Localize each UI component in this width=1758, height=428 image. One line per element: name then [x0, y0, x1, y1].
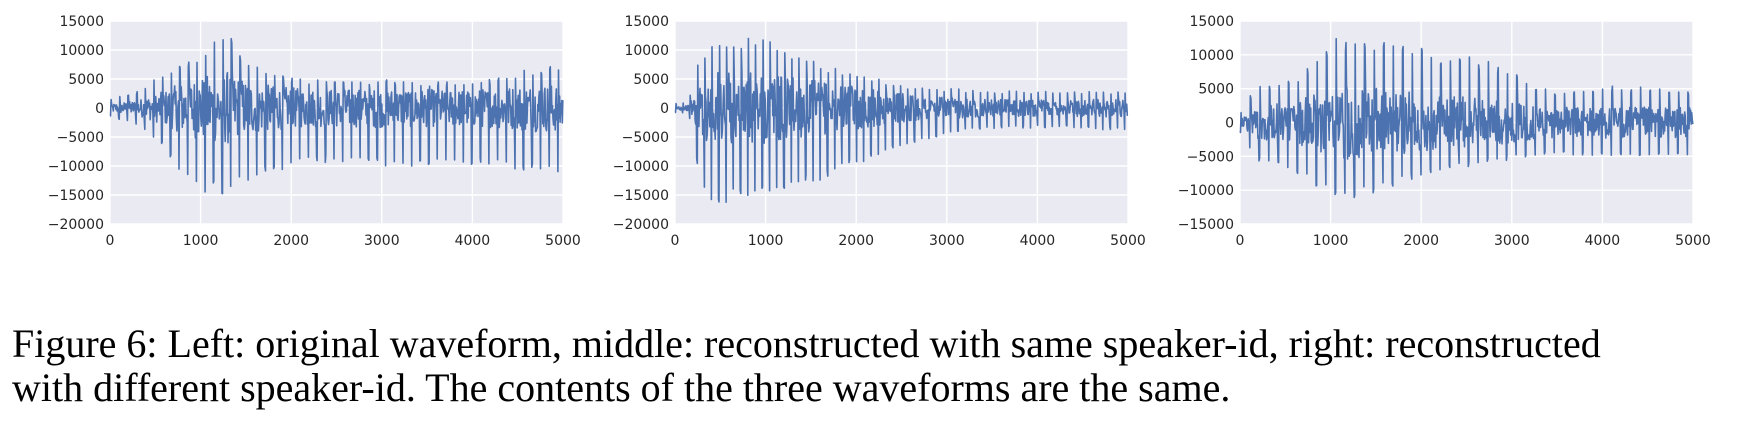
x-tick-label: 2000 [273, 233, 309, 249]
y-tick-label: 0 [1225, 116, 1234, 132]
x-tick-label: 1000 [183, 233, 219, 249]
x-tick-label: 4000 [455, 233, 491, 249]
waveform-chart-middle: 0 1000 2000 3000 4000 5000 −20000 −15000 −10000 −… [613, 14, 1146, 249]
y-tick-label: 5000 [68, 72, 104, 88]
y-tick-label: −10000 [613, 159, 669, 175]
waveform-series-line [674, 37, 1129, 203]
y-tick-label: −15000 [1178, 217, 1234, 233]
y-tick-label: −5000 [1187, 149, 1234, 165]
y-tick-label: 5000 [1198, 82, 1234, 98]
y-tick-label: −10000 [1178, 183, 1234, 199]
caption-line-1: Figure 6: Left: original waveform, middl… [12, 321, 1601, 366]
y-tick-label: −15000 [48, 188, 104, 204]
y-tick-label: 15000 [59, 14, 104, 30]
waveform-chart-right: 0 1000 2000 3000 4000 5000 −15000 −10000 −5000 0 5… [1178, 14, 1711, 249]
y-tick-label: −5000 [622, 130, 669, 146]
y-tick-label: 10000 [624, 43, 669, 59]
x-tick-label: 0 [671, 233, 680, 249]
x-tick-label: 4000 [1020, 233, 1056, 249]
x-tick-label: 3000 [364, 233, 400, 249]
y-tick-label: 0 [660, 101, 669, 117]
y-tick-label: −5000 [57, 130, 104, 146]
y-tick-label: 10000 [59, 43, 104, 59]
waveform-series-line [1239, 37, 1694, 199]
y-tick-label: −10000 [48, 159, 104, 175]
x-tick-label: 2000 [838, 233, 874, 249]
x-tick-label: 3000 [1494, 233, 1530, 249]
y-tick-label: 5000 [633, 72, 669, 88]
x-tick-label: 5000 [1110, 233, 1146, 249]
x-tick-label: 0 [1236, 233, 1245, 249]
y-tick-label: −20000 [48, 217, 104, 233]
waveform-chart-left: 0 1000 2000 3000 4000 5000 −20000 −15000 −10000 −… [48, 14, 581, 249]
figure-panels: 0 1000 2000 3000 4000 5000 −20000 −15000 −10000 −… [48, 14, 1711, 249]
y-tick-label: −15000 [613, 188, 669, 204]
x-tick-label: 1000 [1313, 233, 1349, 249]
y-tick-label: −20000 [613, 217, 669, 233]
waveform-series-line [109, 37, 564, 195]
x-tick-label: 4000 [1585, 233, 1621, 249]
y-tick-label: 15000 [624, 14, 669, 30]
x-tick-label: 3000 [929, 233, 965, 249]
y-tick-label: 10000 [1189, 48, 1234, 64]
y-tick-label: 15000 [1189, 14, 1234, 30]
figure-caption: Figure 6: Left: original waveform, middl… [12, 322, 1752, 410]
x-tick-label: 0 [106, 233, 115, 249]
caption-line-2: with different speaker-id. The contents … [12, 365, 1231, 410]
x-tick-label: 5000 [1675, 233, 1711, 249]
x-tick-label: 1000 [748, 233, 784, 249]
x-tick-label: 5000 [545, 233, 581, 249]
x-tick-label: 2000 [1403, 233, 1439, 249]
y-tick-label: 0 [95, 101, 104, 117]
